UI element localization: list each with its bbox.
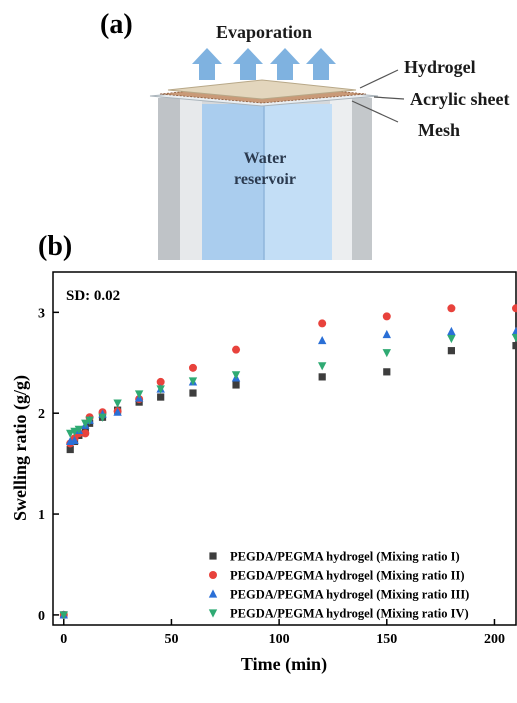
- data-point-series-3: [447, 326, 456, 336]
- legend: PEGDA/PEGMA hydrogel (Mixing ratio I) PEG…: [208, 550, 469, 621]
- y-axis-title: Swelling ratio (g/g): [10, 375, 31, 521]
- legend-marker-series-2: [209, 571, 217, 579]
- data-point-series-4: [231, 371, 241, 380]
- data-point-series-1: [66, 445, 74, 454]
- evaporation-arrow-icon: [233, 48, 263, 80]
- outer-wall-left: [158, 98, 180, 260]
- data-point-series-2: [318, 319, 327, 328]
- data-point-series-1: [189, 389, 197, 397]
- hydrogel-label: Hydrogel: [404, 57, 476, 77]
- evaporation-arrows: [192, 48, 336, 80]
- data-point-series-1: [232, 381, 240, 389]
- outer-wall-inner-left: [180, 98, 202, 260]
- x-axis-title: Time (min): [241, 654, 327, 675]
- data-point-series-3: [113, 407, 122, 416]
- data-point-series-4: [98, 413, 107, 422]
- evaporation-arrow-icon: [192, 48, 222, 80]
- data-point-series-4: [70, 427, 79, 436]
- data-point-series-3: [511, 326, 517, 336]
- outer-wall-inner-right: [330, 98, 352, 260]
- x-tick-label: 150: [376, 632, 397, 647]
- data-point-series-4: [59, 611, 68, 620]
- y-tick-label: 3: [38, 306, 45, 321]
- outer-wall-right: [350, 98, 372, 260]
- data-point-series-1: [512, 342, 517, 350]
- evaporation-label: Evaporation: [216, 22, 312, 42]
- data-point-series-3: [70, 435, 79, 445]
- water-reservoir-label-line2: reservoir: [234, 171, 296, 188]
- data-points: [59, 304, 517, 620]
- panel-a: (a) Evaporation: [100, 9, 509, 260]
- hydrogel-layer: [167, 79, 357, 100]
- data-point-series-4: [382, 349, 391, 358]
- water-right-face: [264, 104, 332, 260]
- mesh-label: Mesh: [418, 120, 460, 140]
- legend-entry-series-2: PEGDA/PEGMA hydrogel (Mixing ratio II): [230, 569, 465, 583]
- data-point-series-4: [188, 377, 198, 386]
- data-point-series-2: [188, 363, 197, 372]
- legend-entry-series-4: PEGDA/PEGMA hydrogel (Mixing ratio IV): [230, 607, 469, 621]
- y-tick-label: 1: [38, 508, 45, 523]
- data-point-series-3: [382, 329, 391, 339]
- panel-b-label: (b): [38, 231, 72, 262]
- x-tick-label: 100: [269, 632, 290, 647]
- data-point-series-2: [156, 377, 165, 386]
- data-point-series-4: [134, 390, 144, 399]
- legend-entry-series-3: PEGDA/PEGMA hydrogel (Mixing ratio III): [230, 588, 469, 602]
- x-tick-label: 50: [164, 632, 178, 647]
- data-point-series-1: [81, 425, 89, 433]
- data-point-series-2: [232, 345, 241, 354]
- legend-marker-series-3: [208, 589, 218, 598]
- panel-a-label: (a): [100, 9, 133, 40]
- x-tick-label: 200: [484, 632, 505, 647]
- callout-lines: [351, 69, 405, 123]
- y-tick-label: 2: [38, 407, 45, 422]
- evaporation-arrow-icon: [306, 48, 336, 80]
- hydrogel-layers: [149, 79, 379, 107]
- data-point-series-4: [81, 419, 90, 428]
- legend-marker-series-4: [208, 609, 218, 618]
- acrylic-sheet-label: Acrylic sheet: [410, 89, 509, 109]
- legend-marker-series-1: [209, 552, 217, 560]
- panel-b: (b) 0 50 100 150 200 0 1 2 3 SD: 0.02 Time (min)…: [10, 231, 517, 675]
- data-point-series-4: [317, 362, 327, 371]
- reservoir-cylinder: [158, 88, 372, 260]
- x-tick-label: 0: [60, 632, 67, 647]
- plot-frame: [52, 271, 517, 626]
- data-point-series-2: [382, 312, 391, 321]
- evaporation-arrow-icon: [270, 48, 300, 80]
- data-point-series-4: [74, 425, 84, 434]
- y-tick-label: 0: [38, 609, 45, 624]
- data-point-series-2: [512, 304, 517, 313]
- axis-ticks: 0 50 100 150 200 0 1 2 3: [38, 306, 505, 647]
- data-point-series-4: [156, 385, 165, 394]
- data-point-series-4: [447, 334, 456, 344]
- data-point-series-4: [511, 333, 517, 343]
- sd-label: SD: 0.02: [66, 288, 120, 304]
- legend-entry-series-1: PEGDA/PEGMA hydrogel (Mixing ratio I): [230, 550, 460, 564]
- water-left-face: [202, 104, 264, 260]
- data-point-series-1: [383, 368, 391, 376]
- data-point-series-1: [157, 393, 165, 401]
- water-reservoir-label-line1: Water: [244, 150, 287, 167]
- data-point-series-1: [447, 347, 455, 355]
- data-point-series-2: [447, 304, 456, 313]
- data-point-series-3: [317, 335, 327, 345]
- data-point-series-2: [81, 429, 90, 438]
- data-point-series-4: [66, 429, 75, 438]
- data-point-series-4: [85, 416, 94, 425]
- data-point-series-4: [113, 399, 122, 408]
- data-point-series-1: [318, 373, 326, 381]
